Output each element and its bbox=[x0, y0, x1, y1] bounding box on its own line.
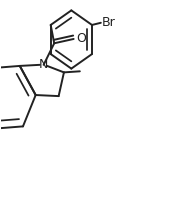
Text: Br: Br bbox=[102, 16, 116, 29]
Text: O: O bbox=[76, 32, 86, 45]
Text: N: N bbox=[39, 58, 48, 71]
